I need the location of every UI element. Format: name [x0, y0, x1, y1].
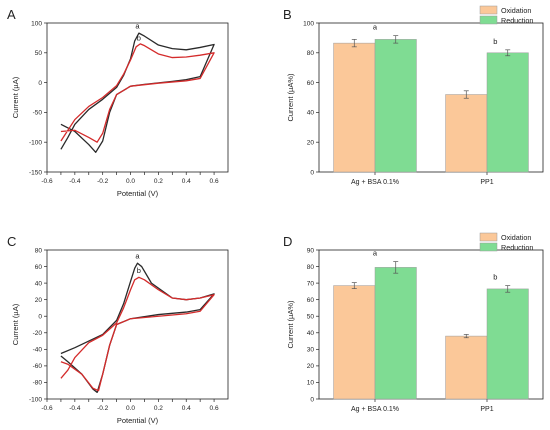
legend-swatch-oxidation	[479, 5, 498, 15]
x-axis-label: Potential (V)	[117, 416, 159, 425]
curve-annotation: b	[137, 33, 141, 42]
legend-swatch-reduction	[479, 242, 498, 252]
x-tick-label: 0.6	[210, 178, 219, 185]
y-tick-label: 100	[31, 20, 42, 27]
panel-label-a: A	[7, 7, 16, 22]
cv-curve-a	[60, 262, 215, 394]
y-tick-label: 70	[307, 280, 315, 287]
bar-chart-b: 0 20 40 60 80 100 Current (µA%) Ag + BSA 0.1% a P…	[286, 5, 544, 186]
significance-letter: b	[493, 37, 497, 46]
legend-swatch-reduction	[479, 15, 498, 25]
y-tick-label: 20	[35, 297, 43, 304]
y-tick-label: 60	[307, 80, 315, 87]
panel-label-c: C	[7, 234, 16, 249]
x-tick-label: -0.2	[97, 178, 109, 185]
bar-chart-d: 0 10 20 30 40 50 60 70 80 90 Current (µA%) Ag + BSA…	[286, 232, 544, 413]
x-tick-label: 0.4	[182, 178, 191, 185]
y-tick-label: 40	[307, 110, 315, 117]
y-tick-label: 0	[310, 169, 314, 176]
x-tick-label: 0.4	[182, 405, 191, 412]
bar-oxidation	[333, 42, 376, 173]
y-tick-label: 80	[307, 264, 315, 271]
plot-frame	[46, 249, 229, 400]
y-axis-label: Current (µA)	[11, 76, 20, 118]
y-tick-label: 0	[310, 396, 314, 403]
bar-reduction	[486, 288, 529, 400]
cv-chart-a: -0.6 -0.4 -0.2 0.0 0.2 0.4 0.6 -150 -100 -50 0 50 10…	[11, 20, 229, 198]
x-tick-label: -0.6	[41, 405, 53, 412]
panel-label-d: D	[283, 234, 292, 249]
y-tick-label: 50	[35, 50, 43, 57]
plot-frame	[318, 22, 544, 173]
legend-label-oxidation: Oxidation	[501, 233, 531, 242]
legend-label-reduction: Reduction	[501, 243, 533, 252]
significance-letter: a	[373, 249, 378, 258]
y-tick-label: -100	[29, 140, 42, 147]
y-tick-label: 0	[38, 80, 42, 87]
panel-label-b: B	[283, 7, 292, 22]
category-label: PP1	[480, 179, 493, 186]
cv-curve-b	[60, 43, 215, 143]
y-tick-label: 0	[38, 314, 42, 321]
x-tick-label: -0.4	[69, 178, 81, 185]
x-tick-label: -0.6	[41, 178, 53, 185]
bar-reduction	[486, 52, 529, 173]
bar-oxidation	[333, 285, 376, 400]
y-tick-label: 100	[303, 20, 314, 27]
category-label: Ag + BSA 0.1%	[351, 406, 399, 413]
y-tick-label: -150	[29, 169, 42, 176]
y-tick-label: 10	[307, 380, 315, 387]
legend-swatch-oxidation	[479, 232, 498, 242]
plot-frame	[46, 22, 229, 173]
y-tick-label: -80	[33, 380, 43, 387]
y-tick-label: 60	[35, 264, 43, 271]
y-tick-label: -40	[33, 347, 43, 354]
x-tick-label: 0.0	[126, 405, 135, 412]
y-tick-label: 20	[307, 363, 315, 370]
plot-frame	[318, 249, 544, 400]
bar-oxidation	[445, 94, 488, 173]
significance-letter: b	[493, 273, 497, 282]
cv-curve-b	[60, 276, 215, 392]
y-tick-label: -100	[29, 396, 42, 403]
y-axis-label: Current (µA)	[11, 303, 20, 345]
x-tick-label: 0.0	[126, 178, 135, 185]
x-tick-label: -0.4	[69, 405, 81, 412]
y-tick-label: -50	[33, 110, 43, 117]
y-tick-label: 80	[35, 247, 43, 254]
bar-reduction	[374, 267, 417, 400]
cv-curve-a	[60, 32, 215, 153]
y-tick-label: 80	[307, 50, 315, 57]
y-axis-label: Current (µA%)	[286, 300, 295, 349]
y-tick-label: 90	[307, 247, 315, 254]
legend-label-reduction: Reduction	[501, 16, 533, 25]
significance-letter: a	[373, 23, 378, 32]
y-tick-label: 40	[307, 330, 315, 337]
y-tick-label: 50	[307, 314, 315, 321]
curve-annotation: a	[135, 251, 140, 260]
curve-annotation: b	[137, 266, 141, 275]
x-tick-label: 0.6	[210, 405, 219, 412]
legend-label-oxidation: Oxidation	[501, 6, 531, 15]
curve-annotation: a	[135, 21, 140, 30]
cv-chart-c: -0.6 -0.4 -0.2 0.0 0.2 0.4 0.6 -100 -80 -60 -40 -20…	[11, 247, 229, 425]
x-tick-label: -0.2	[97, 405, 109, 412]
bar-oxidation	[445, 335, 488, 400]
y-tick-label: 30	[307, 347, 315, 354]
y-tick-label: -20	[33, 330, 43, 337]
y-tick-label: 60	[307, 297, 315, 304]
category-label: PP1	[480, 406, 493, 413]
y-tick-label: 20	[307, 140, 315, 147]
category-label: Ag + BSA 0.1%	[351, 179, 399, 186]
y-tick-label: -60	[33, 363, 43, 370]
x-axis-label: Potential (V)	[117, 189, 159, 198]
y-tick-label: 40	[35, 280, 43, 287]
y-axis-label: Current (µA%)	[286, 73, 295, 122]
x-tick-label: 0.2	[154, 178, 163, 185]
x-tick-label: 0.2	[154, 405, 163, 412]
bar-reduction	[374, 39, 417, 173]
